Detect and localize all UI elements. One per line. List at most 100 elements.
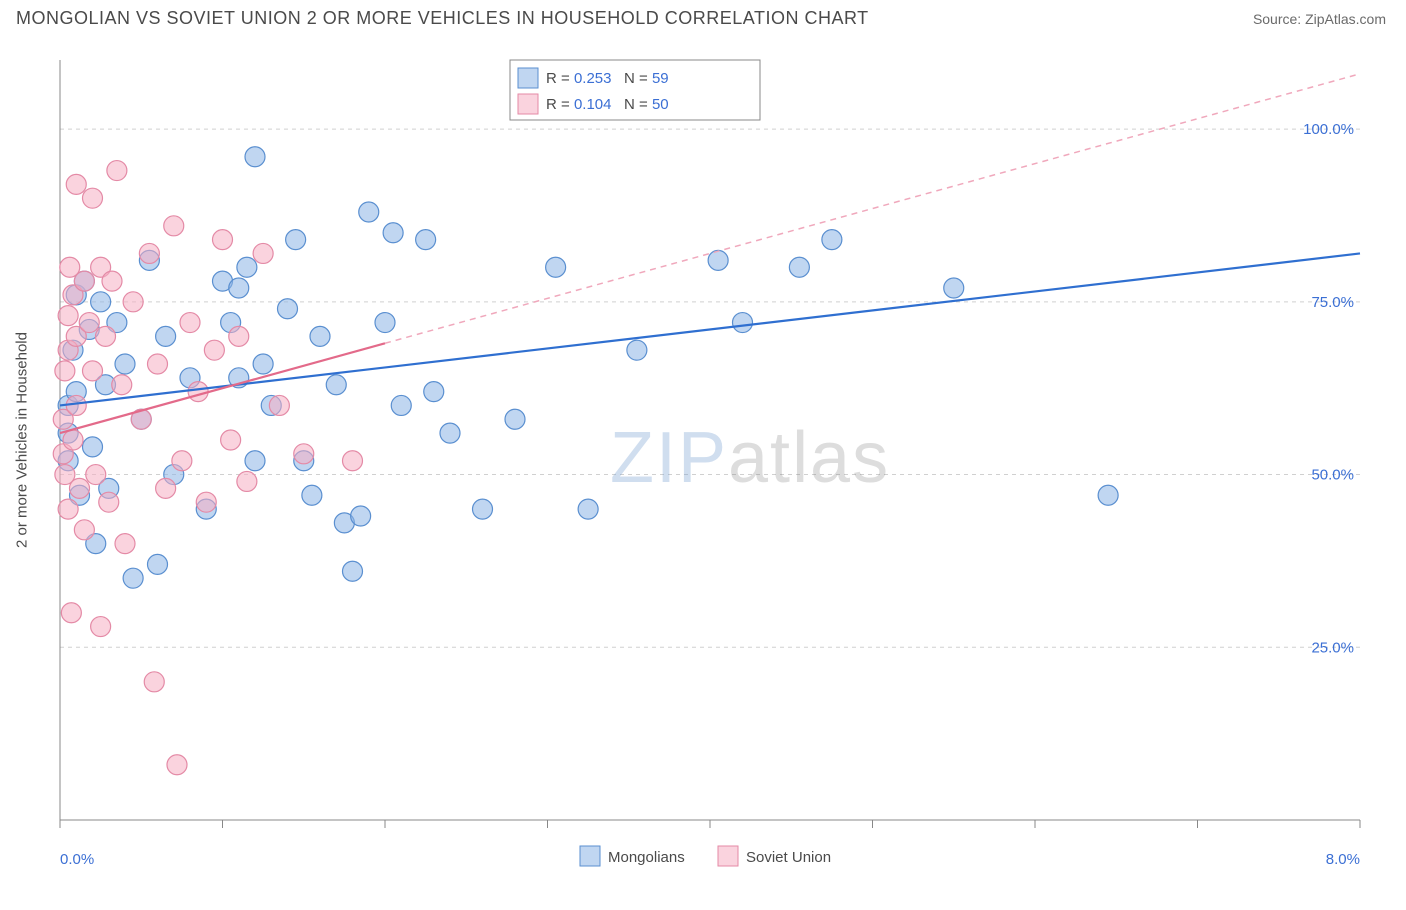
scatter-point bbox=[180, 313, 200, 333]
scatter-point bbox=[733, 313, 753, 333]
source-name: ZipAtlas.com bbox=[1305, 11, 1386, 27]
scatter-point bbox=[708, 250, 728, 270]
scatter-point bbox=[91, 292, 111, 312]
scatter-point bbox=[83, 361, 103, 381]
scatter-point bbox=[944, 278, 964, 298]
scatter-point bbox=[107, 161, 127, 181]
source-attribution: Source: ZipAtlas.com bbox=[1253, 11, 1386, 27]
scatter-point bbox=[229, 326, 249, 346]
scatter-point bbox=[473, 499, 493, 519]
scatter-point bbox=[789, 257, 809, 277]
scatter-plot-svg: 25.0% 50.0% 75.0% 100.0% 0.0% 8.0% ZIPatlas R =… bbox=[50, 40, 1370, 910]
legend-swatch bbox=[718, 846, 738, 866]
scatter-point bbox=[66, 174, 86, 194]
x-tick-label: 0.0% bbox=[60, 851, 94, 868]
scatter-point bbox=[416, 230, 436, 250]
scatter-point bbox=[167, 755, 187, 775]
scatter-point bbox=[310, 326, 330, 346]
scatter-point bbox=[245, 451, 265, 471]
scatter-point bbox=[83, 188, 103, 208]
scatter-point bbox=[74, 271, 94, 291]
scatter-point bbox=[196, 492, 216, 512]
scatter-point bbox=[302, 485, 322, 505]
y-tick-label: 50.0% bbox=[1311, 467, 1354, 484]
scatter-point bbox=[188, 382, 208, 402]
scatter-point bbox=[237, 257, 257, 277]
legend-series-label: Mongolians bbox=[608, 849, 685, 866]
scatter-point bbox=[74, 520, 94, 540]
scatter-point bbox=[440, 423, 460, 443]
y-tick-label: 100.0% bbox=[1303, 121, 1354, 138]
scatter-point bbox=[144, 672, 164, 692]
scatter-point bbox=[156, 478, 176, 498]
chart-container: 2 or more Vehicles in Household 25.0%50.… bbox=[50, 40, 1370, 840]
scatter-point bbox=[139, 243, 159, 263]
scatter-point bbox=[253, 354, 273, 374]
scatter-point bbox=[343, 561, 363, 581]
scatter-point bbox=[70, 478, 90, 498]
scatter-point bbox=[148, 354, 168, 374]
legend-swatch bbox=[580, 846, 600, 866]
y-tick-label: 75.0% bbox=[1311, 294, 1354, 311]
chart-title: MONGOLIAN VS SOVIET UNION 2 OR MORE VEHI… bbox=[16, 8, 869, 29]
scatter-point bbox=[269, 395, 289, 415]
scatter-point bbox=[164, 216, 184, 236]
scatter-point bbox=[91, 617, 111, 637]
legend-series-label: Soviet Union bbox=[746, 849, 831, 866]
scatter-point bbox=[505, 409, 525, 429]
y-axis-label: 2 or more Vehicles in Household bbox=[14, 332, 31, 548]
scatter-point bbox=[221, 430, 241, 450]
legend-swatch bbox=[518, 68, 538, 88]
scatter-point bbox=[148, 554, 168, 574]
legend-swatch bbox=[518, 94, 538, 114]
scatter-point bbox=[343, 451, 363, 471]
scatter-point bbox=[237, 471, 257, 491]
chart-header: MONGOLIAN VS SOVIET UNION 2 OR MORE VEHI… bbox=[0, 0, 1406, 33]
scatter-point bbox=[112, 375, 132, 395]
scatter-point bbox=[229, 278, 249, 298]
scatter-point bbox=[79, 313, 99, 333]
scatter-point bbox=[391, 395, 411, 415]
scatter-point bbox=[546, 257, 566, 277]
scatter-point bbox=[359, 202, 379, 222]
x-tick-label: 8.0% bbox=[1326, 851, 1360, 868]
scatter-point bbox=[55, 361, 75, 381]
scatter-point bbox=[115, 534, 135, 554]
scatter-point bbox=[627, 340, 647, 360]
scatter-point bbox=[278, 299, 298, 319]
scatter-point bbox=[1098, 485, 1118, 505]
scatter-point bbox=[156, 326, 176, 346]
legend-stat-row: R = 0.253 N = 59 bbox=[546, 70, 669, 87]
scatter-point bbox=[172, 451, 192, 471]
scatter-point bbox=[204, 340, 224, 360]
scatter-point bbox=[83, 437, 103, 457]
scatter-point bbox=[123, 568, 143, 588]
y-tick-label: 25.0% bbox=[1311, 639, 1354, 656]
scatter-point bbox=[375, 313, 395, 333]
scatter-point bbox=[115, 354, 135, 374]
scatter-point bbox=[351, 506, 371, 526]
scatter-point bbox=[99, 492, 119, 512]
scatter-point bbox=[245, 147, 265, 167]
trend-line-mongolians bbox=[60, 253, 1360, 405]
source-prefix: Source: bbox=[1253, 11, 1305, 27]
scatter-point bbox=[102, 271, 122, 291]
scatter-point bbox=[58, 306, 78, 326]
legend-stat-row: R = 0.104 N = 50 bbox=[546, 96, 669, 113]
scatter-point bbox=[63, 430, 83, 450]
scatter-point bbox=[383, 223, 403, 243]
scatter-point bbox=[61, 603, 81, 623]
scatter-point bbox=[86, 465, 106, 485]
scatter-point bbox=[253, 243, 273, 263]
scatter-point bbox=[286, 230, 306, 250]
scatter-point bbox=[578, 499, 598, 519]
scatter-point bbox=[96, 326, 116, 346]
scatter-point bbox=[58, 499, 78, 519]
scatter-point bbox=[822, 230, 842, 250]
scatter-point bbox=[294, 444, 314, 464]
watermark: ZIPatlas bbox=[610, 418, 890, 498]
scatter-point bbox=[123, 292, 143, 312]
scatter-point bbox=[213, 230, 233, 250]
scatter-point bbox=[326, 375, 346, 395]
scatter-point bbox=[424, 382, 444, 402]
